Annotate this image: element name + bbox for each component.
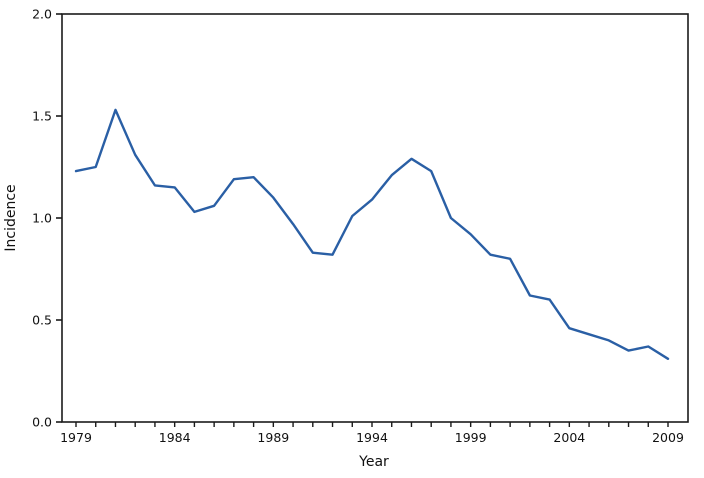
x-tick-label: 1979 — [60, 430, 92, 445]
y-tick-label: 1.0 — [32, 211, 52, 226]
x-tick-label: 1984 — [159, 430, 191, 445]
incidence-series-line — [74, 108, 670, 360]
y-axis-label: Incidence — [3, 184, 19, 251]
x-axis-label: Year — [358, 454, 389, 470]
x-tick-label: 2004 — [553, 430, 585, 445]
x-tick-label: 1999 — [455, 430, 487, 445]
plot-area: 0.0 0.5 1.0 1.5 2.0 1979 1984 1989 1994 1999 2004 2… — [32, 7, 689, 445]
x-tick-label: 2009 — [652, 430, 684, 445]
y-tick-label: 2.0 — [32, 7, 52, 22]
plot-frame — [61, 13, 689, 423]
x-tick-label: 1989 — [257, 430, 289, 445]
y-tick-label: 0.0 — [32, 415, 52, 430]
y-tick-label: 0.5 — [32, 313, 52, 328]
x-tick-label: 1994 — [356, 430, 388, 445]
y-tick-label: 1.5 — [32, 109, 52, 124]
